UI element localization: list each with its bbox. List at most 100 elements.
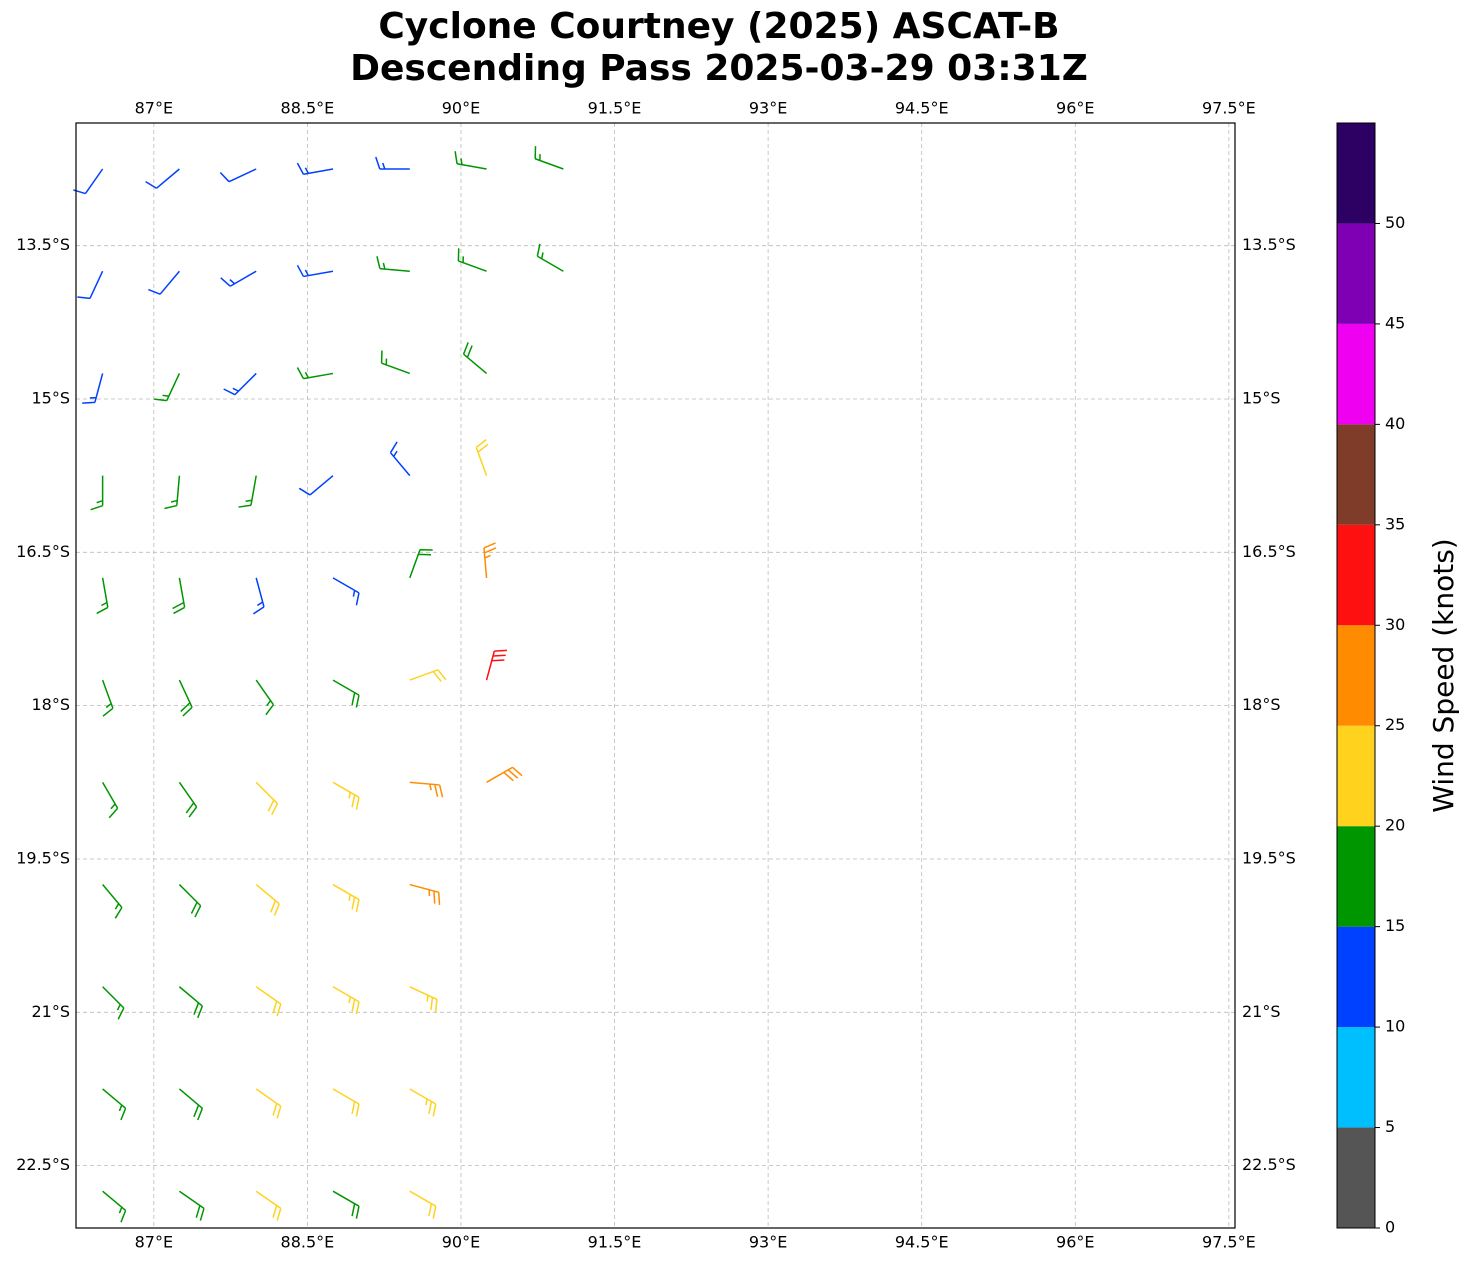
wind-barb bbox=[102, 1190, 127, 1223]
wind-barb bbox=[238, 475, 257, 508]
wind-barb bbox=[220, 270, 257, 287]
wind-barb bbox=[178, 1088, 204, 1121]
wind-barb bbox=[375, 156, 410, 170]
x-tick-label: 91.5°E bbox=[588, 1233, 642, 1252]
wind-barb bbox=[457, 248, 487, 272]
colorbar-segment bbox=[1337, 223, 1375, 324]
colorbar-frame bbox=[1336, 122, 1376, 1229]
colorbar-tick-label: 30 bbox=[1385, 615, 1405, 634]
x-tick-label: 94.5°E bbox=[895, 1233, 949, 1252]
x-tick-label: 88.5°E bbox=[281, 99, 335, 118]
wind-barb bbox=[409, 1190, 437, 1219]
wind-barb bbox=[296, 367, 334, 380]
wind-barb bbox=[164, 475, 181, 510]
wind-barb bbox=[255, 1190, 282, 1221]
colorbar-label: Wind Speed (knots) bbox=[1427, 538, 1460, 812]
colorbar-segment bbox=[1337, 826, 1375, 927]
x-tick-label: 96°E bbox=[1056, 99, 1094, 118]
wind-barb bbox=[154, 373, 181, 402]
wind-barb bbox=[102, 884, 123, 919]
wind-barb bbox=[296, 162, 334, 175]
colorbar-tick-label: 0 bbox=[1385, 1218, 1395, 1237]
wind-barb bbox=[332, 679, 360, 708]
colorbar-segment bbox=[1337, 926, 1375, 1028]
wind-barb bbox=[483, 542, 497, 578]
wind-barb bbox=[178, 679, 193, 717]
wind-barb bbox=[332, 1190, 360, 1219]
plot-frame bbox=[75, 122, 1236, 1229]
wind-barb bbox=[255, 883, 280, 916]
wind-barb bbox=[475, 439, 489, 476]
wind-barb bbox=[409, 669, 447, 682]
wind-barb bbox=[255, 781, 279, 816]
y-tick-label: 19.5°S bbox=[16, 848, 70, 867]
colorbar-tick-label: 50 bbox=[1385, 213, 1405, 232]
wind-barb bbox=[332, 1088, 360, 1117]
wind-barb bbox=[332, 577, 360, 606]
colorbar-segment bbox=[1337, 424, 1375, 525]
x-tick-label: 88.5°E bbox=[281, 1233, 335, 1252]
y-tick-label: 13.5°S bbox=[1242, 235, 1296, 254]
wind-barb bbox=[255, 1088, 282, 1119]
y-tick-label: 22.5°S bbox=[1242, 1155, 1296, 1174]
colorbar-segment bbox=[1337, 1027, 1375, 1128]
colorbar-segment bbox=[1337, 524, 1375, 626]
wind-barb bbox=[462, 342, 488, 375]
colorbar-tick-label: 20 bbox=[1385, 816, 1405, 835]
colorbar-tick-label: 10 bbox=[1385, 1017, 1405, 1036]
x-tick-label: 97.5°E bbox=[1202, 99, 1256, 118]
wind-barb bbox=[409, 1088, 437, 1117]
wind-barb bbox=[223, 372, 257, 396]
colorbar-tick-label: 5 bbox=[1385, 1117, 1395, 1136]
colorbar-segment bbox=[1337, 323, 1375, 425]
wind-barb bbox=[298, 475, 334, 496]
wind-barb bbox=[148, 270, 180, 295]
wind-barb bbox=[178, 986, 204, 1019]
wind-barb bbox=[252, 577, 265, 615]
colorbar-segment bbox=[1337, 123, 1375, 224]
wind-barb bbox=[376, 256, 410, 272]
wind-barb bbox=[332, 883, 360, 913]
x-tick-label: 90°E bbox=[442, 99, 480, 118]
wind-barb bbox=[178, 1190, 205, 1221]
wind-barb bbox=[536, 243, 564, 272]
wind-barb bbox=[77, 270, 104, 300]
wind-barb bbox=[332, 986, 360, 1015]
chart-title: Cyclone Courtney (2025) ASCAT-B bbox=[378, 6, 1059, 47]
y-tick-label: 15°S bbox=[1242, 388, 1281, 407]
y-tick-label: 13.5°S bbox=[16, 235, 70, 254]
y-tick-label: 21°S bbox=[1242, 1002, 1281, 1021]
y-tick-label: 16.5°S bbox=[16, 542, 70, 561]
wind-barb bbox=[219, 168, 257, 183]
x-tick-label: 94.5°E bbox=[895, 99, 949, 118]
wind-barb bbox=[409, 548, 433, 579]
y-tick-label: 19.5°S bbox=[1242, 848, 1296, 867]
x-tick-label: 96°E bbox=[1056, 1233, 1094, 1252]
y-tick-label: 16.5°S bbox=[1242, 542, 1296, 561]
x-tick-label: 93°E bbox=[749, 1233, 787, 1252]
wind-barb bbox=[101, 781, 119, 819]
x-tick-label: 90°E bbox=[442, 1233, 480, 1252]
y-tick-label: 15°S bbox=[31, 388, 70, 407]
wind-barb bbox=[332, 781, 360, 810]
y-tick-label: 18°S bbox=[31, 695, 70, 714]
x-tick-label: 97.5°E bbox=[1202, 1233, 1256, 1252]
wind-barb bbox=[389, 441, 411, 477]
wind-barb bbox=[485, 649, 507, 681]
colorbar-tick-label: 15 bbox=[1385, 916, 1405, 935]
wind-barb bbox=[486, 766, 523, 783]
colorbar-tick-label: 25 bbox=[1385, 715, 1405, 734]
wind-barb bbox=[255, 986, 282, 1017]
y-tick-label: 22.5°S bbox=[16, 1155, 70, 1174]
colorbar-segment bbox=[1337, 625, 1375, 726]
wind-barb bbox=[102, 1088, 127, 1121]
colorbar-segment bbox=[1337, 725, 1375, 827]
wind-barb bbox=[255, 679, 275, 716]
colorbar-tick-label: 45 bbox=[1385, 313, 1405, 332]
y-tick-label: 18°S bbox=[1242, 695, 1281, 714]
colorbar-tick-label: 35 bbox=[1385, 514, 1405, 533]
wind-barb bbox=[101, 679, 114, 717]
wind-barb bbox=[534, 146, 564, 170]
wind-barb bbox=[178, 884, 202, 918]
wind-barb bbox=[454, 151, 487, 170]
